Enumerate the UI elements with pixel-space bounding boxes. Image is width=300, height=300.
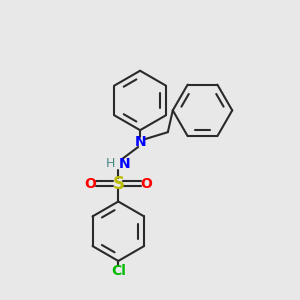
Text: O: O (85, 177, 97, 191)
Text: Cl: Cl (111, 264, 126, 278)
Text: N: N (118, 157, 130, 171)
Text: H: H (106, 158, 115, 170)
Text: O: O (140, 177, 152, 191)
Text: S: S (112, 175, 124, 193)
Text: N: N (134, 135, 146, 149)
